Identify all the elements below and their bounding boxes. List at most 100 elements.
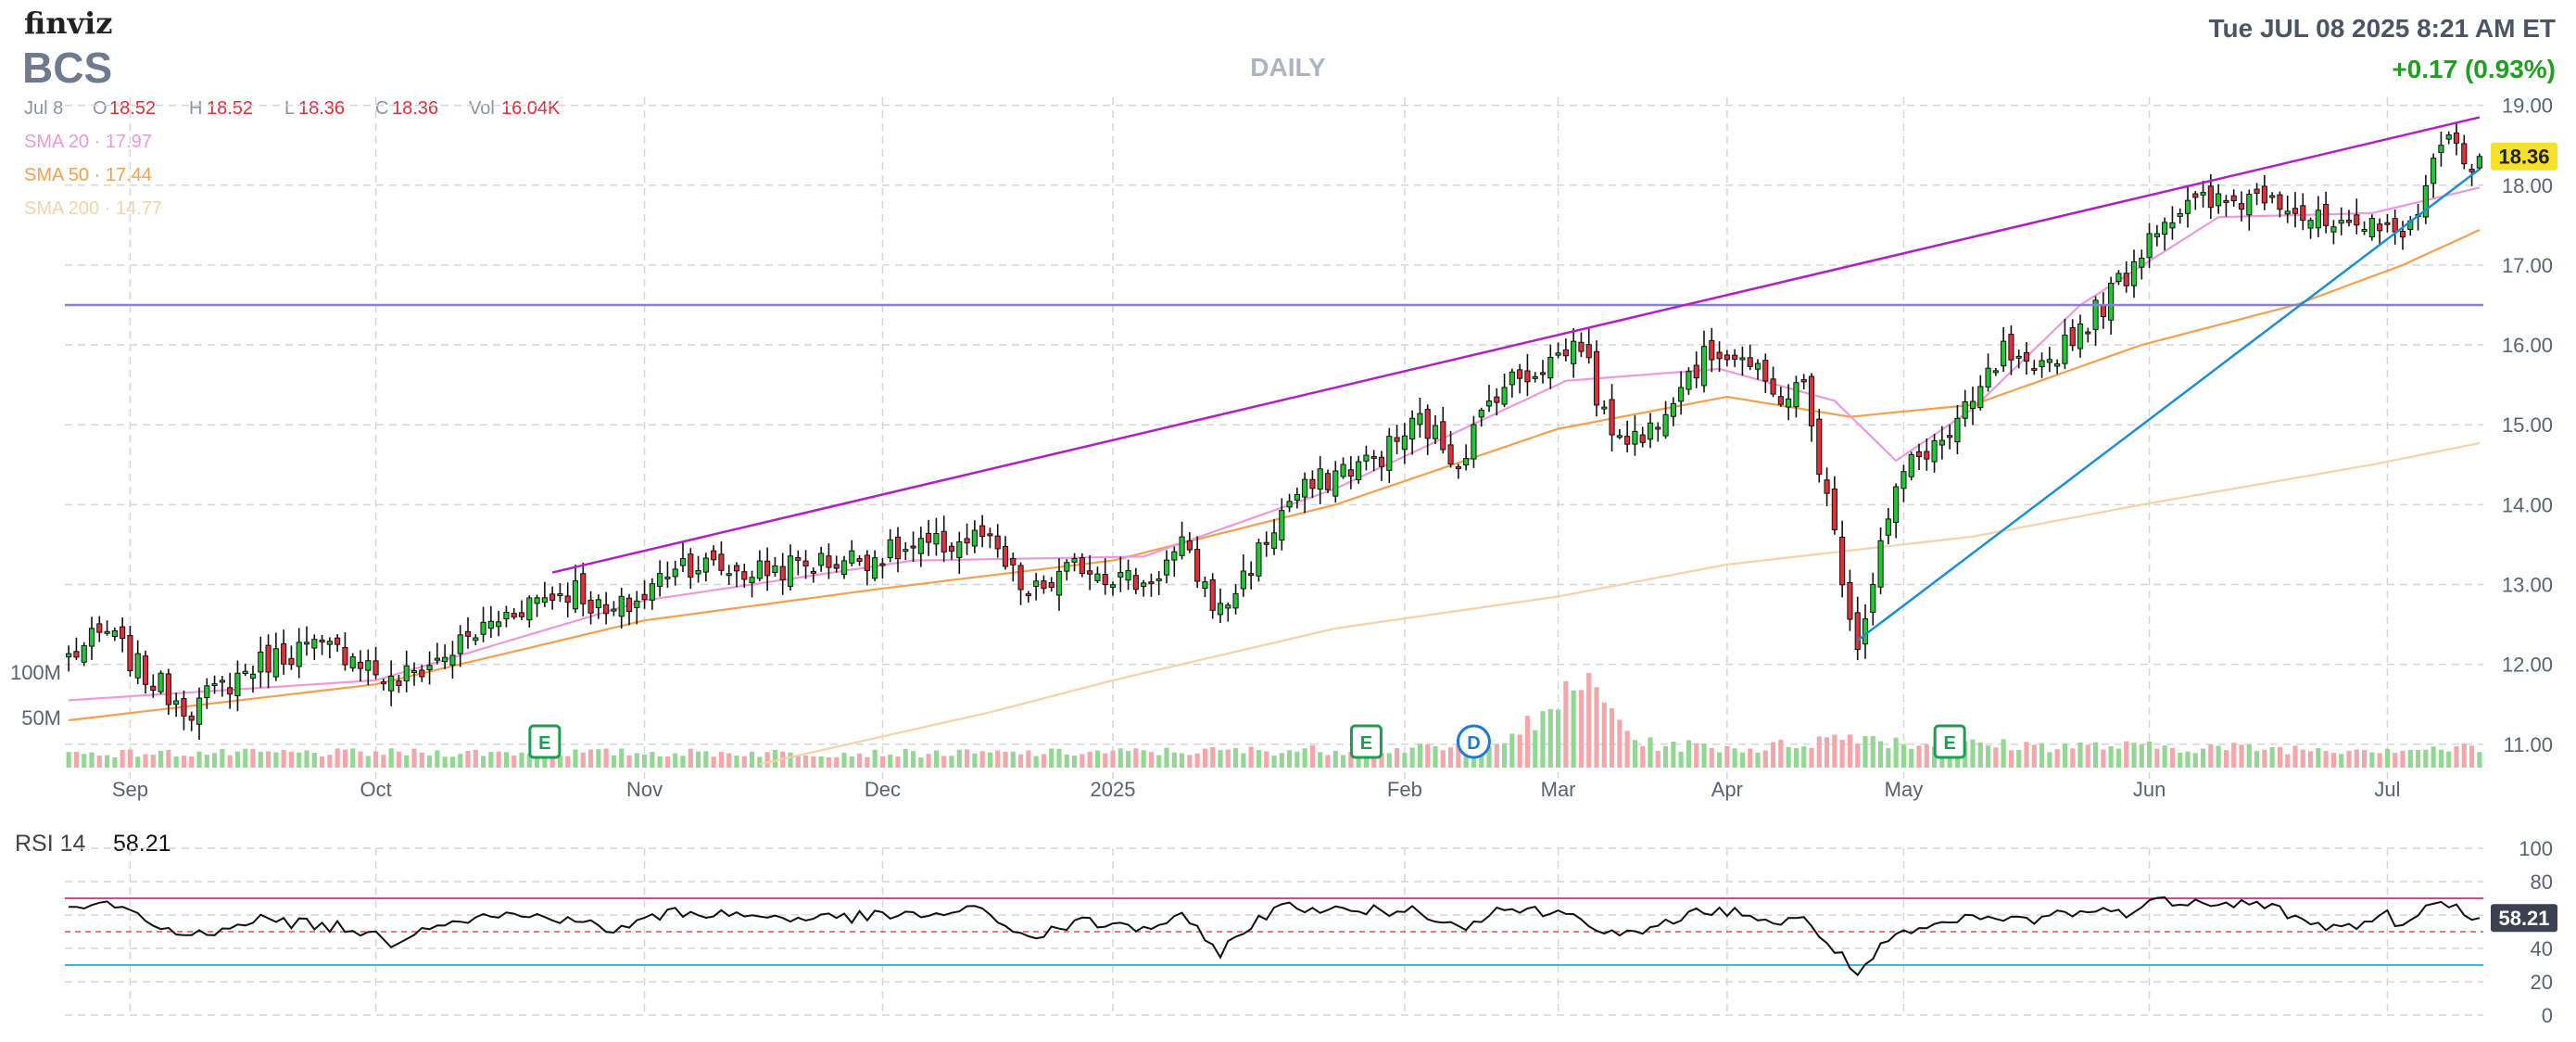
candle-down xyxy=(1263,541,1269,545)
candle-down xyxy=(2223,199,2229,203)
volume-bar xyxy=(297,752,302,768)
volume-bar xyxy=(66,752,71,768)
trend-lines[interactable] xyxy=(65,116,2483,642)
candle-down xyxy=(1724,354,1730,361)
candle-up xyxy=(672,568,678,578)
candle-down xyxy=(941,530,947,553)
candle-up xyxy=(2015,355,2022,359)
candle-up xyxy=(1386,436,1393,471)
x-tick-label: Oct xyxy=(360,778,391,801)
candle-up xyxy=(2269,195,2276,198)
volume-bar xyxy=(1924,743,1929,768)
candle-up xyxy=(219,680,225,683)
volume-bar xyxy=(1448,747,1454,768)
candle-up xyxy=(1985,367,1991,388)
volume-bar xyxy=(1640,745,1646,768)
candle-down xyxy=(1770,378,1776,395)
candle-down xyxy=(1716,351,1723,360)
volume-bar xyxy=(396,751,401,768)
volume-bar xyxy=(1041,754,1046,768)
volume-bar xyxy=(1171,752,1177,768)
candle-up xyxy=(1532,375,1538,379)
volume-bar xyxy=(918,757,924,768)
volume-bar xyxy=(642,754,648,768)
candle-down xyxy=(564,595,571,604)
volume-bar xyxy=(2446,751,2452,768)
candle-down xyxy=(2100,304,2106,318)
candle-up xyxy=(933,533,940,545)
candle-up xyxy=(1670,402,1676,417)
candle-up xyxy=(1555,352,1561,356)
volume-bar xyxy=(1341,755,1346,768)
volume-bar xyxy=(1663,745,1669,768)
candle-up xyxy=(2139,257,2145,268)
candle-up xyxy=(1179,536,1185,556)
candle-down xyxy=(2238,203,2245,210)
volume-bar xyxy=(105,755,110,768)
volume-bar xyxy=(1786,746,1791,768)
candle-up xyxy=(1240,570,1246,590)
candle-up xyxy=(1270,532,1278,549)
x-tick-label: Dec xyxy=(865,778,901,801)
volume-bar xyxy=(1655,751,1661,768)
candle-up xyxy=(204,685,210,698)
rsi-line xyxy=(69,896,2481,977)
candle-down xyxy=(1915,451,1923,457)
candle-up xyxy=(111,629,118,638)
volume-bar xyxy=(557,756,562,768)
candle-down xyxy=(120,626,126,640)
volume-bar xyxy=(1056,748,1062,768)
candle-up xyxy=(2431,158,2437,184)
candle-up xyxy=(388,675,395,692)
volume-bar xyxy=(273,752,279,768)
candle-up xyxy=(956,540,963,558)
volume-bar xyxy=(757,756,763,768)
candle-down xyxy=(2323,203,2330,226)
timeframe-label[interactable]: DAILY xyxy=(1250,53,1326,82)
candle-down xyxy=(1447,444,1454,464)
volume-bar xyxy=(1094,750,1100,768)
volume-bar xyxy=(1141,750,1146,768)
volume-bar xyxy=(388,748,394,768)
volume-bar xyxy=(2330,753,2336,768)
volume-bar xyxy=(1264,751,1269,768)
candle-up xyxy=(887,539,893,559)
volume-bar xyxy=(1509,733,1515,768)
volume-bar xyxy=(89,752,95,768)
finviz-logo[interactable]: finviz xyxy=(24,6,112,41)
volume-bar xyxy=(1993,747,1999,768)
volume-bar xyxy=(1970,739,1976,768)
candle-down xyxy=(810,570,816,574)
candle-up xyxy=(849,550,855,564)
candle-down xyxy=(625,597,633,613)
candle-up xyxy=(66,653,72,658)
volume-bar xyxy=(2047,752,2052,768)
volume-bar xyxy=(895,756,901,768)
volume-bar xyxy=(2039,743,2045,768)
volume-bar xyxy=(2285,754,2291,768)
y-tick-label: 12.00 xyxy=(2502,654,2553,677)
volume-bar xyxy=(688,748,693,768)
volume-bar xyxy=(1648,737,1653,768)
rsi-value-badge xyxy=(2491,904,2557,933)
volume-bar xyxy=(1072,756,1078,768)
volume-bar xyxy=(189,756,195,768)
candle-up xyxy=(1417,413,1423,426)
volume-bar xyxy=(1080,754,1085,768)
volume-bar xyxy=(1847,734,1852,768)
candle-up xyxy=(2368,218,2375,237)
candle-down xyxy=(511,613,517,618)
candle-up xyxy=(1256,542,1262,577)
volume-bar xyxy=(826,757,831,768)
candle-up xyxy=(1908,453,1914,477)
volume-bar xyxy=(926,754,931,768)
volume-bar xyxy=(2354,749,2359,768)
candle-up xyxy=(1286,501,1293,508)
volume-bar xyxy=(573,749,578,768)
candle-down xyxy=(1309,478,1316,489)
volume-bar xyxy=(2216,745,2221,768)
candle-up xyxy=(1432,425,1439,439)
volume-bar xyxy=(320,756,325,768)
